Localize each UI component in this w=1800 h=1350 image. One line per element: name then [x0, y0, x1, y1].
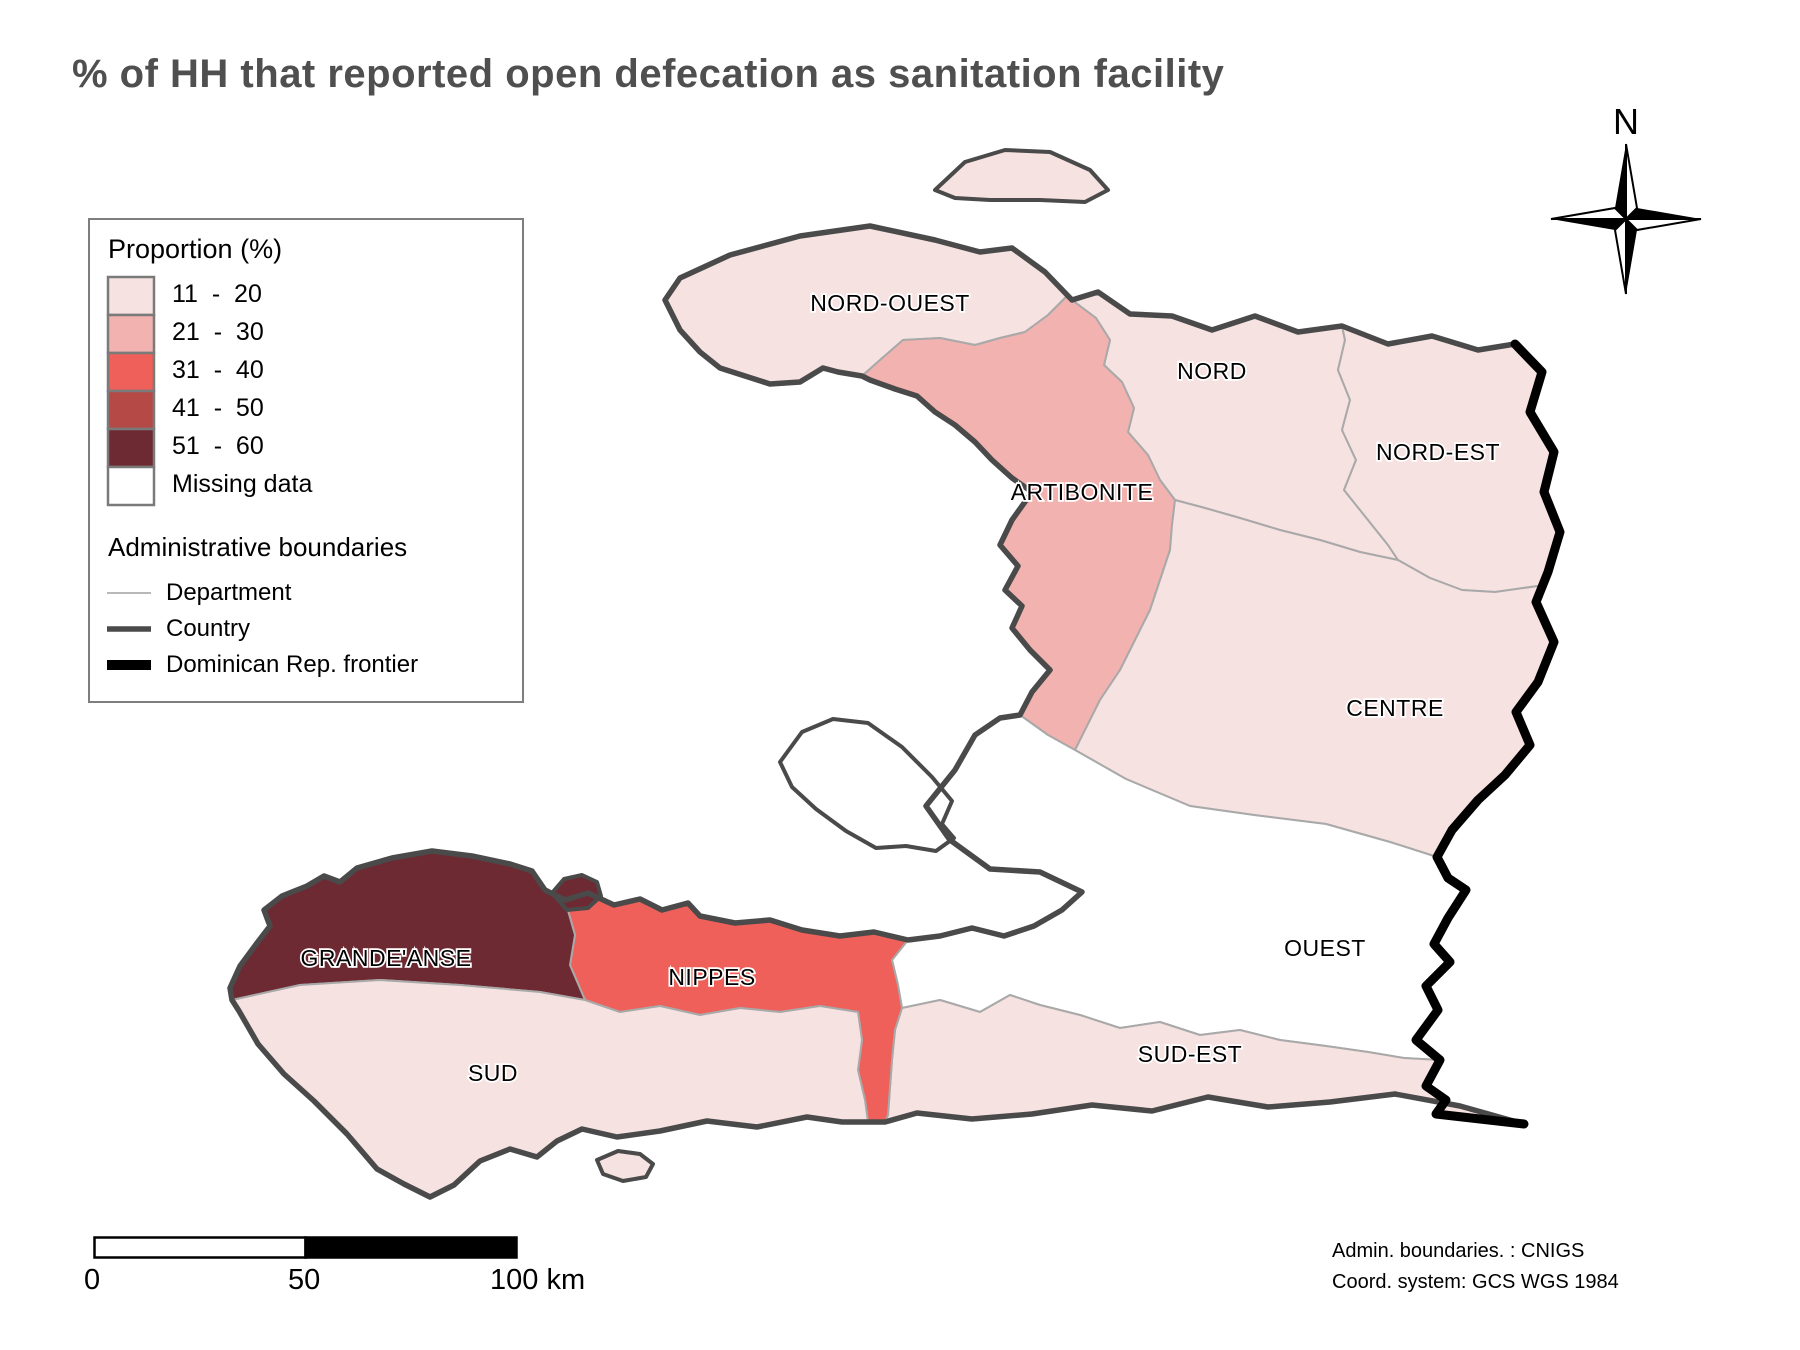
region-label-sud: SUD — [468, 1060, 518, 1086]
north-arrow-icon: N — [1550, 101, 1702, 295]
ile-de-la-gonave-island — [778, 717, 956, 853]
region-label-artibonite: ARTIBONITE — [1011, 479, 1154, 505]
legend-label-column: 11 - 20 21 - 30 31 - 40 41 - 50 51 - 60 … — [158, 275, 312, 512]
legend-swatch-21-30 — [106, 313, 156, 355]
legend-label-country: Country — [166, 615, 251, 642]
legend-label-department: Department — [166, 579, 292, 606]
dominican-rep-frontier-line — [1411, 339, 1565, 1129]
region-label-nord-ouest: NORD-OUEST — [810, 290, 970, 316]
legend-boundaries-title: Administrative boundaries — [108, 532, 408, 562]
legend-swatch-41-50 — [106, 389, 156, 431]
credit-admin-boundaries: Admin. boundaries. : CNIGS — [1332, 1240, 1585, 1262]
legend-proportion-title: Proportion (%) — [108, 234, 283, 264]
scale-tick-0: 0 — [84, 1264, 101, 1296]
region-sud — [231, 979, 869, 1198]
ile-a-vache-island — [595, 1149, 655, 1183]
ile-de-la-tortue-island — [933, 148, 1110, 204]
legend-label-frontier: Dominican Rep. frontier — [166, 651, 419, 678]
legend-label-51-60: 51 - 60 — [172, 431, 264, 460]
legend-label-11-20: 11 - 20 — [172, 279, 262, 308]
legend-label-31-40: 31 - 40 — [172, 355, 264, 384]
region-label-centre: CENTRE — [1346, 695, 1444, 721]
legend-item-frontier: Dominican Rep. frontier — [106, 647, 508, 683]
region-label-sud-est: SUD-EST — [1138, 1041, 1242, 1067]
region-label-nippes: NIPPES — [668, 964, 755, 990]
legend: Proportion (%) 11 - 20 21 - 30 31 - 40 4… — [88, 218, 524, 703]
north-arrow-label: N — [1613, 101, 1639, 142]
legend-swatches — [106, 275, 156, 507]
region-label-ouest: OUEST — [1284, 935, 1366, 961]
legend-swatch-31-40 — [106, 351, 156, 393]
legend-swatch-11-20 — [106, 275, 156, 317]
scale-tick-50: 50 — [288, 1264, 321, 1296]
department-line-icon — [107, 592, 151, 594]
region-label-grande-anse: GRANDE'ANSE — [301, 945, 472, 971]
scale-tick-100: 100 km — [490, 1264, 586, 1296]
region-label-nord: NORD — [1177, 358, 1247, 384]
legend-swatch-missing — [106, 465, 156, 507]
legend-item-department: Department — [106, 575, 508, 611]
region-label-nord-est: NORD-EST — [1376, 439, 1500, 465]
legend-label-missing: Missing data — [172, 469, 313, 498]
credit-coord-system: Coord. system: GCS WGS 1984 — [1332, 1271, 1619, 1293]
legend-swatch-column — [106, 275, 158, 512]
frontier-line-icon — [107, 660, 151, 670]
legend-class-list: 11 - 20 21 - 30 31 - 40 41 - 50 51 - 60 … — [106, 275, 508, 512]
scale-bar-segment-black — [304, 1236, 518, 1259]
scale-bar — [93, 1236, 518, 1259]
legend-label-21-30: 21 - 30 — [172, 317, 264, 346]
country-line-icon — [107, 626, 151, 632]
legend-label-41-50: 41 - 50 — [172, 393, 264, 422]
scale-bar-segment-white — [93, 1236, 307, 1259]
legend-swatch-51-60 — [106, 427, 156, 469]
page-title: % of HH that reported open defecation as… — [72, 52, 1225, 96]
legend-item-country: Country — [106, 611, 508, 647]
